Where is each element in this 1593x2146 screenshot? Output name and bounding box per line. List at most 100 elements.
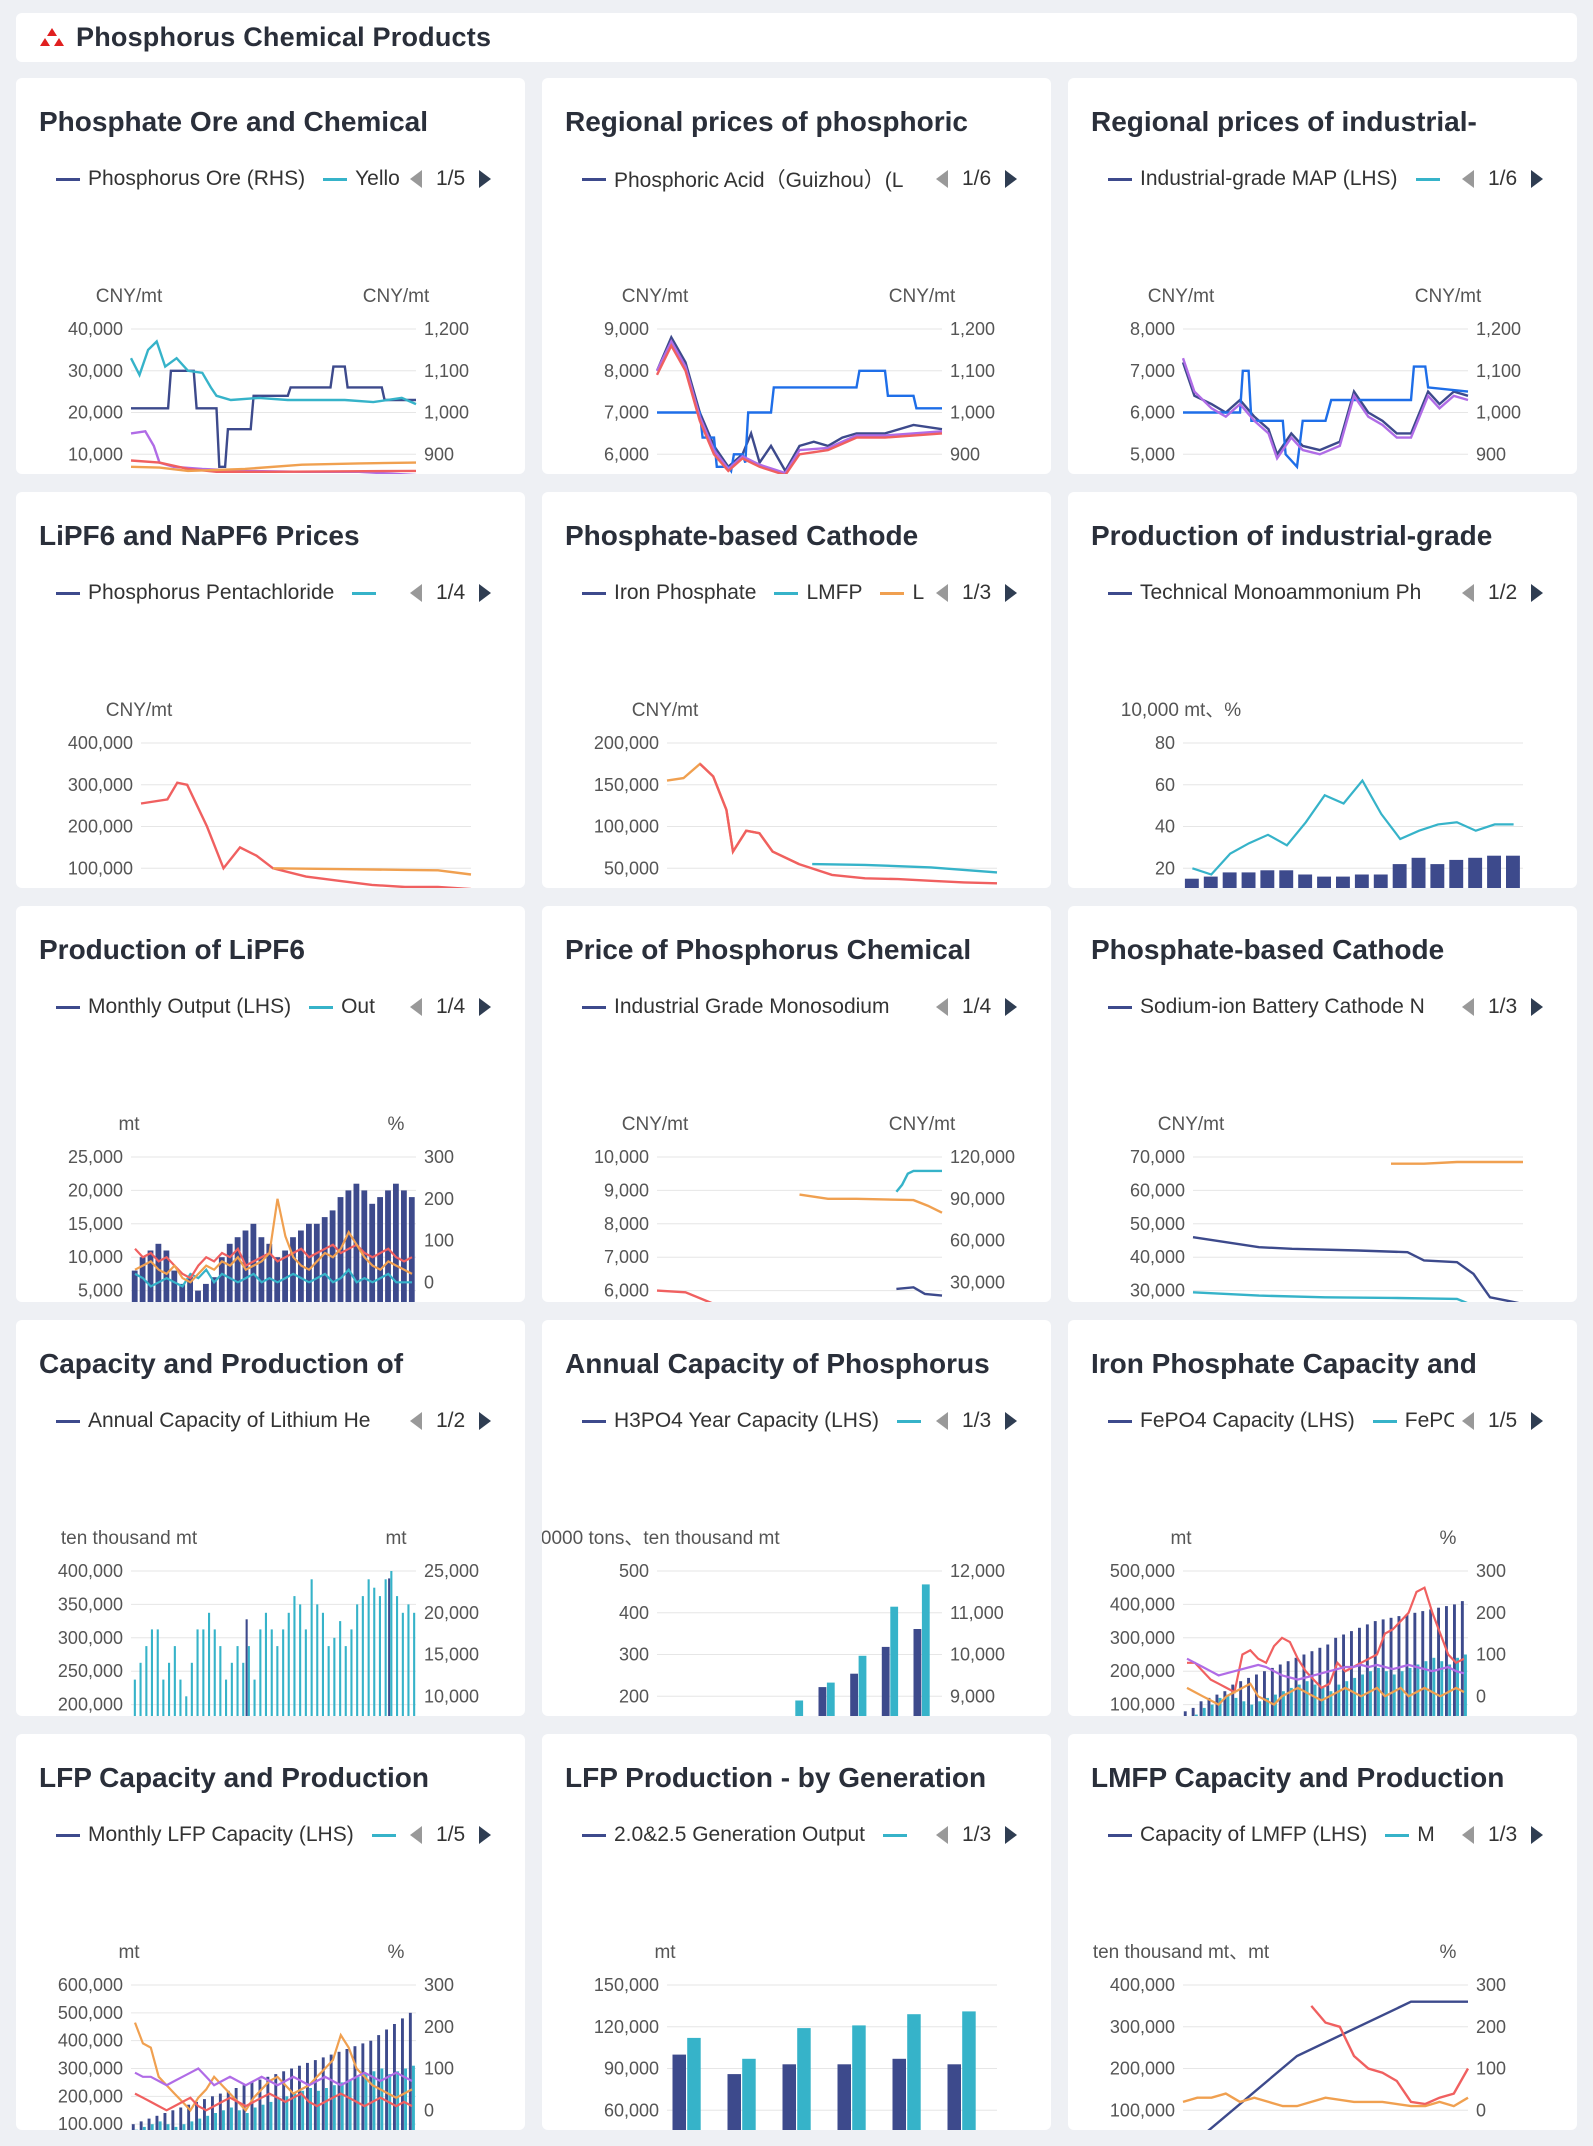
series-line <box>1192 1291 1468 1302</box>
prev-page-icon[interactable] <box>410 1826 422 1844</box>
prev-page-icon[interactable] <box>936 998 948 1016</box>
chart-title: Phosphate-based Cathode <box>565 520 919 551</box>
next-page-icon[interactable] <box>1531 170 1544 188</box>
bar <box>1297 1684 1301 1716</box>
next-page-icon[interactable] <box>479 1826 492 1844</box>
bar <box>174 2126 178 2130</box>
prev-page-icon[interactable] <box>1462 1826 1474 1844</box>
legend-item[interactable]: Phosphoric Acid（Guizhou）(L <box>582 164 903 194</box>
y-tick-label-right: 100 <box>1476 1645 1506 1665</box>
y-tick-label: 6,000 <box>1130 403 1175 423</box>
bar <box>1266 1697 1269 1716</box>
prev-page-icon[interactable] <box>410 998 422 1016</box>
prev-page-icon[interactable] <box>936 584 948 602</box>
legend-item[interactable]: Capacity of LMFP (LHS) <box>1108 1823 1367 1847</box>
next-page-icon[interactable] <box>479 170 492 188</box>
chart-title: LFP Capacity and Production <box>39 1762 429 1793</box>
prev-page-icon[interactable] <box>1462 170 1474 188</box>
bar <box>1326 1644 1330 1716</box>
chart-legend: Iron Phosphate LMFP L 1/3 <box>582 579 1018 607</box>
bar <box>1337 1684 1341 1716</box>
bar <box>1358 1627 1361 1716</box>
bar <box>171 2110 175 2130</box>
legend-item[interactable]: Monthly Output (LHS) <box>56 995 291 1019</box>
legend-swatch <box>582 1419 606 1423</box>
bar <box>1258 1701 1262 1716</box>
legend-item[interactable]: Iron Phosphate <box>582 581 756 605</box>
legend-item[interactable] <box>371 1833 402 1837</box>
prev-page-icon[interactable] <box>1462 584 1474 602</box>
legend-item[interactable] <box>1415 177 1448 181</box>
next-page-icon[interactable] <box>1005 1826 1018 1844</box>
legend-item[interactable]: Annual Capacity of Lithium He <box>56 1409 371 1433</box>
legend-item[interactable]: Sodium-ion Battery Cathode N <box>1108 995 1425 1019</box>
bar <box>408 2012 412 2130</box>
legend-item[interactable] <box>896 1419 928 1423</box>
legend-item[interactable]: Monthly LFP Capacity (LHS) <box>56 1823 354 1847</box>
page-indicator: 1/3 <box>1488 1823 1518 1846</box>
y-tick-label: 200,000 <box>58 2086 123 2106</box>
y-tick-label-right: 10,000 <box>950 1645 1005 1665</box>
bar <box>907 2014 921 2130</box>
legend-item[interactable]: FePO <box>1372 1409 1454 1433</box>
legend-item[interactable]: M <box>1385 1823 1435 1847</box>
y-axis-unit-right: CNY/mt <box>1415 286 1482 307</box>
next-page-icon[interactable] <box>1531 1412 1544 1430</box>
y-tick-label: 200,000 <box>68 817 133 837</box>
bar <box>1464 1654 1467 1716</box>
page-indicator: 1/2 <box>436 1409 466 1432</box>
bar <box>310 1579 313 1716</box>
next-page-icon[interactable] <box>479 1412 492 1430</box>
prev-page-icon[interactable] <box>1462 998 1474 1016</box>
next-page-icon[interactable] <box>479 998 492 1016</box>
bar <box>1274 1694 1277 1716</box>
prev-page-icon[interactable] <box>410 1412 422 1430</box>
next-page-icon[interactable] <box>479 584 492 602</box>
next-page-icon[interactable] <box>1005 1412 1018 1430</box>
prev-page-icon[interactable] <box>936 170 948 188</box>
y-tick-label-right: 0 <box>424 1272 434 1292</box>
prev-page-icon[interactable] <box>1462 1412 1474 1430</box>
next-page-icon[interactable] <box>1531 584 1544 602</box>
chart-title: Production of LiPF6 <box>39 934 305 965</box>
prev-page-icon[interactable] <box>410 584 422 602</box>
chart-title: LiPF6 and NaPF6 Prices <box>39 520 360 551</box>
chart-plot: ten thousand mt mt 400,000 350,000 300,000 25… <box>58 1528 479 1716</box>
legend-swatch <box>883 1833 908 1837</box>
bar <box>1234 1697 1238 1716</box>
legend-item[interactable] <box>352 591 384 595</box>
next-page-icon[interactable] <box>1531 998 1544 1016</box>
y-tick-label: 60,000 <box>1130 1180 1185 1200</box>
legend-item[interactable]: Phosphorus Pentachloride <box>56 581 334 605</box>
bar <box>325 2088 328 2130</box>
legend-item[interactable]: Phosphorus Ore (RHS) <box>56 167 305 191</box>
prev-page-icon[interactable] <box>410 170 422 188</box>
chart-legend: FePO4 Capacity (LHS) FePO 1/5 <box>1108 1407 1544 1435</box>
legend-item[interactable]: L <box>880 581 924 605</box>
prev-page-icon[interactable] <box>936 1412 948 1430</box>
bar <box>361 2043 365 2130</box>
legend-item[interactable]: H3PO4 Year Capacity (LHS) <box>582 1409 879 1433</box>
legend-item[interactable]: Technical Monoammonium Ph <box>1108 581 1421 605</box>
legend-item[interactable]: Industrial Grade Monosodium <box>582 995 889 1019</box>
bar <box>393 1183 399 1302</box>
legend-items: Capacity of LMFP (LHS) M <box>1108 1823 1454 1847</box>
next-page-icon[interactable] <box>1531 1826 1544 1844</box>
legend-item[interactable]: Yello <box>323 167 400 191</box>
bar <box>1336 876 1350 888</box>
y-tick-label-right: 0 <box>1476 2100 1486 2120</box>
next-page-icon[interactable] <box>1005 170 1018 188</box>
next-page-icon[interactable] <box>1005 998 1018 1016</box>
next-page-icon[interactable] <box>1005 584 1018 602</box>
bar <box>1210 1704 1214 1716</box>
legend-item[interactable]: LMFP <box>774 581 862 605</box>
legend-item[interactable]: 2.0&2.5 Generation Output <box>582 1823 865 1847</box>
bar <box>206 2115 210 2130</box>
prev-page-icon[interactable] <box>936 1826 948 1844</box>
legend-item[interactable]: Industrial-grade MAP (LHS) <box>1108 167 1398 191</box>
series-line <box>134 1198 413 1284</box>
legend-item[interactable]: Out <box>309 995 375 1019</box>
bar <box>219 1646 222 1716</box>
legend-item[interactable] <box>883 1833 915 1837</box>
legend-item[interactable]: FePO4 Capacity (LHS) <box>1108 1409 1355 1433</box>
